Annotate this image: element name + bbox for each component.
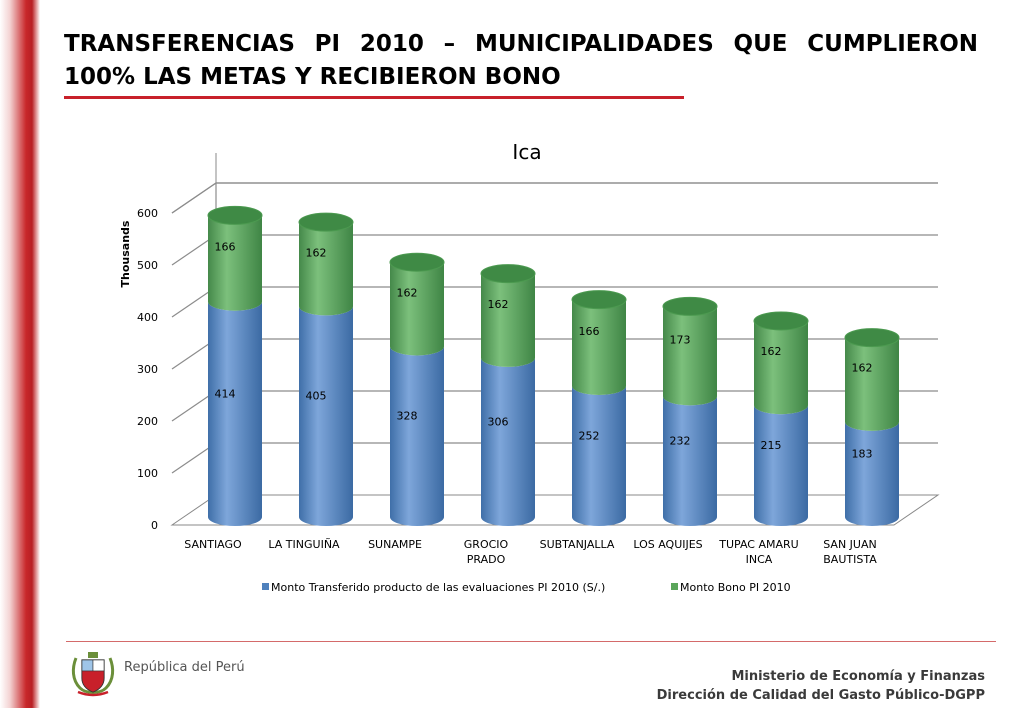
bar-transferido — [845, 421, 899, 526]
x-tick-label: SANTIAGO — [184, 538, 242, 551]
data-label-bono: 162 — [761, 345, 782, 358]
left-decorative-bar — [0, 0, 40, 708]
y-tick-label: 300 — [137, 363, 158, 376]
bar-transferido — [572, 385, 626, 526]
y-tick-label: 200 — [137, 415, 158, 428]
chart-floor — [170, 494, 940, 526]
x-tick-label: GROCIO — [464, 538, 509, 551]
data-label-transferido: 232 — [670, 435, 691, 448]
bar-bono-top — [298, 212, 354, 232]
x-tick-label: PRADO — [467, 553, 506, 566]
bar-bono — [845, 337, 899, 431]
page-title: TRANSFERENCIAS PI 2010 – MUNICIPALIDADES… — [64, 31, 978, 90]
x-tick-label: SUNAMPE — [368, 538, 422, 551]
y-tick-label: 0 — [151, 519, 158, 532]
data-label-bono: 173 — [670, 333, 691, 346]
bar-bono — [299, 222, 353, 316]
y-tick-label: 100 — [137, 467, 158, 480]
title-underline — [64, 96, 684, 99]
country-name: República del Perú — [124, 660, 245, 675]
x-tick-label: SAN JUAN — [823, 538, 877, 551]
y-tick-label: 600 — [137, 207, 158, 220]
data-label-bono: 162 — [488, 298, 509, 311]
legend-swatch — [262, 583, 269, 590]
bar-transferido — [299, 306, 353, 526]
y-tick-label: 500 — [137, 259, 158, 272]
legend-swatch — [671, 583, 678, 590]
footer-divider — [66, 641, 996, 642]
bar-bono — [572, 299, 626, 395]
y-axis-label: Thousands — [119, 220, 132, 287]
bar-bono-top — [480, 264, 536, 284]
bar-bono-top — [207, 205, 263, 225]
x-tick-label: BAUTISTA — [823, 553, 877, 566]
data-label-transferido: 215 — [761, 439, 782, 452]
data-label-transferido: 183 — [852, 447, 873, 460]
x-tick-label: TUPAC AMARU — [718, 538, 798, 551]
data-label-bono: 162 — [852, 362, 873, 375]
x-tick-label: SUBTANJALLA — [540, 538, 615, 551]
ministry-name: Ministerio de Economía y Finanzas — [731, 669, 985, 684]
x-tick-label: INCA — [746, 553, 773, 566]
data-label-bono: 166 — [215, 241, 236, 254]
bar-bono — [390, 262, 444, 356]
ministry-block: Ministerio de Economía y Finanzas Direcc… — [657, 667, 985, 705]
bar-bono — [663, 306, 717, 406]
data-label-bono: 162 — [397, 286, 418, 299]
gridline-diagonal — [171, 182, 217, 214]
bar-bono-top — [753, 311, 809, 331]
bar-bono — [481, 273, 535, 367]
bar-transferido — [481, 357, 535, 526]
bar-transferido — [663, 396, 717, 526]
data-label-transferido: 405 — [306, 390, 327, 403]
directorate-name: Dirección de Calidad del Gasto Público-D… — [656, 688, 985, 703]
peru-coat-of-arms-icon — [71, 652, 115, 697]
bar-transferido — [390, 346, 444, 526]
data-label-transferido: 252 — [579, 429, 600, 442]
bar-bono-top — [844, 328, 900, 348]
y-tick-label: 400 — [137, 311, 158, 324]
bar-bono-top — [571, 290, 627, 310]
bar-bono — [754, 320, 808, 415]
bar-transferido — [208, 301, 262, 526]
chart-title: Ica — [512, 140, 541, 164]
legend-entry: Monto Transferido producto de las evalua… — [271, 581, 605, 594]
stacked-bar-chart: 0 100 200 300 400 500 600 Ica Thousands 414 166 SAN… — [119, 140, 940, 594]
data-label-transferido: 306 — [488, 415, 509, 428]
data-label-bono: 162 — [306, 246, 327, 259]
legend-entry: Monto Bono PI 2010 — [680, 581, 791, 594]
bar-transferido — [754, 405, 808, 526]
data-label-bono: 166 — [579, 325, 600, 338]
x-tick-label: LOS AQUIJES — [633, 538, 702, 551]
x-tick-label: LA TINGUIÑA — [268, 538, 340, 551]
bar-bono — [208, 215, 262, 311]
data-label-transferido: 328 — [397, 410, 418, 423]
data-label-transferido: 414 — [215, 387, 236, 400]
bar-bono-top — [662, 296, 718, 316]
bar-bono-top — [389, 252, 445, 272]
